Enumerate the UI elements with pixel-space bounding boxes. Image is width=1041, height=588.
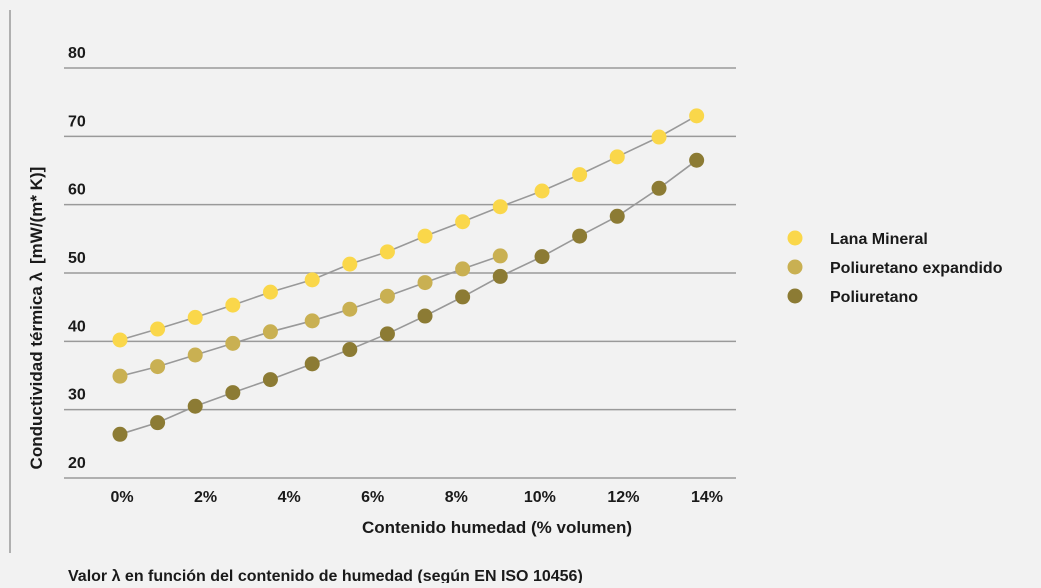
legend-marker [787, 259, 803, 275]
legend-label: Lana Mineral [830, 231, 928, 248]
data-point [534, 183, 550, 199]
legend-label: Poliuretano [830, 289, 918, 306]
x-tick-labels: 0% 2% 4% 6% 8% 10% 12% 14% [110, 489, 723, 506]
data-point [304, 313, 320, 329]
x-tick-label: 12% [607, 489, 639, 506]
data-point [342, 256, 358, 272]
data-point [455, 214, 471, 230]
y-tick-label: 50 [68, 250, 86, 267]
data-point [379, 244, 395, 260]
data-point [572, 167, 588, 183]
series-points [112, 108, 705, 442]
legend-marker [787, 230, 803, 246]
y-tick-label: 20 [68, 455, 86, 472]
data-point [492, 268, 508, 284]
y-tick-label: 80 [68, 45, 86, 62]
data-point [492, 248, 508, 264]
y-axis-title: Conductividad térmica λ [mW/(m* K)] [27, 167, 46, 470]
data-point [304, 272, 320, 288]
data-point [262, 284, 278, 300]
data-point [379, 288, 395, 304]
x-tick-label: 14% [691, 489, 723, 506]
data-point [150, 359, 166, 375]
chart-caption: Valor λ en función del contenido de hume… [68, 568, 583, 583]
y-axis-title-unit: [mW/(m* K)] [27, 167, 46, 264]
data-point [225, 385, 241, 401]
data-point [112, 368, 128, 384]
data-point [187, 347, 203, 363]
data-point [112, 426, 128, 442]
y-tick-label: 70 [68, 113, 86, 130]
series-line-2 [119, 159, 698, 436]
data-point [342, 342, 358, 358]
data-point [225, 335, 241, 351]
data-point [379, 326, 395, 342]
data-point [609, 149, 625, 165]
data-point [225, 297, 241, 313]
data-point [262, 372, 278, 388]
data-point [112, 332, 128, 348]
data-point [304, 356, 320, 372]
x-axis-title: Contenido humedad (% volumen) [362, 518, 632, 537]
x-tick-label: 6% [361, 489, 384, 506]
series-lines [119, 115, 698, 436]
data-point [609, 208, 625, 224]
y-tick-label: 40 [68, 318, 86, 335]
data-point [417, 228, 433, 244]
y-tick-label: 60 [68, 182, 86, 199]
y-axis-title-text: Conductividad térmica λ [27, 271, 46, 469]
data-point [417, 308, 433, 324]
x-tick-label: 2% [194, 489, 217, 506]
data-point [534, 249, 550, 265]
data-point [187, 309, 203, 325]
data-point [492, 199, 508, 215]
y-tick-label: 30 [68, 387, 86, 404]
data-point [417, 275, 433, 291]
legend-marker [787, 288, 803, 304]
legend: Lana Mineral Poliuretano expandido Poliure… [787, 230, 1003, 306]
gridlines [64, 67, 736, 479]
data-point [187, 398, 203, 414]
data-point [150, 321, 166, 337]
x-tick-label: 8% [445, 489, 468, 506]
x-tick-label: 10% [524, 489, 556, 506]
data-point [262, 324, 278, 340]
legend-label: Poliuretano expandido [830, 260, 1003, 277]
data-point [455, 261, 471, 277]
y-tick-labels: 20 30 40 50 60 70 80 [68, 45, 86, 472]
data-point [689, 152, 705, 168]
data-point [689, 108, 705, 124]
x-tick-label: 4% [278, 489, 301, 506]
data-point [651, 129, 667, 145]
x-tick-label: 0% [110, 489, 133, 506]
series-line-0 [119, 115, 697, 341]
data-point [651, 180, 667, 196]
data-point [342, 301, 358, 317]
data-point [150, 415, 166, 431]
data-point [572, 228, 588, 244]
data-point [455, 289, 471, 305]
